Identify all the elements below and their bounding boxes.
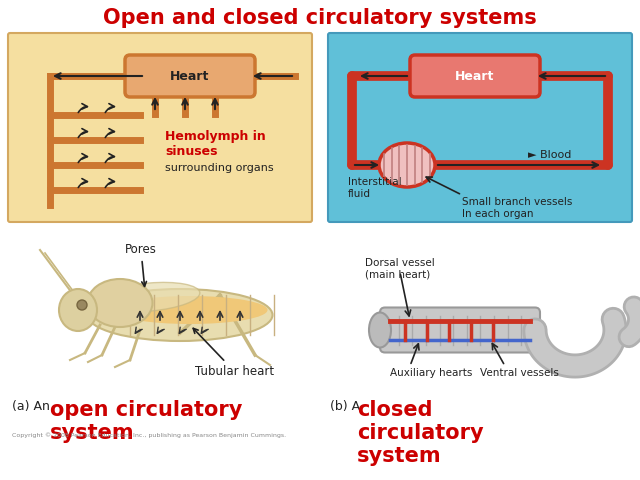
Ellipse shape — [88, 289, 273, 341]
Text: Open and closed circulatory systems: Open and closed circulatory systems — [103, 8, 537, 28]
Text: ► Blood: ► Blood — [528, 150, 572, 160]
Ellipse shape — [379, 143, 435, 187]
Text: (a) An: (a) An — [12, 400, 54, 413]
Text: open circulatory
system: open circulatory system — [50, 400, 243, 443]
Text: surrounding organs: surrounding organs — [165, 163, 274, 173]
Ellipse shape — [59, 289, 97, 331]
Text: Small branch vessels
In each organ: Small branch vessels In each organ — [462, 197, 572, 218]
Text: Interstitial
fluid: Interstitial fluid — [348, 177, 402, 199]
Ellipse shape — [88, 279, 152, 327]
Circle shape — [77, 300, 87, 310]
Text: Hemolymph in
sinuses: Hemolymph in sinuses — [165, 130, 266, 158]
Ellipse shape — [113, 296, 268, 324]
FancyBboxPatch shape — [328, 33, 632, 222]
Text: Tubular heart: Tubular heart — [193, 328, 274, 378]
Text: Copyright © 2008 Pearson Education, Inc., publishing as Pearson Benjamin Cumming: Copyright © 2008 Pearson Education, Inc.… — [12, 432, 286, 438]
FancyBboxPatch shape — [8, 33, 312, 222]
Text: Heart: Heart — [455, 70, 495, 83]
Text: closed
circulatory
system: closed circulatory system — [357, 400, 484, 467]
Text: (b) A: (b) A — [330, 400, 364, 413]
FancyBboxPatch shape — [380, 308, 540, 352]
Ellipse shape — [100, 282, 200, 312]
Text: Heart: Heart — [170, 70, 210, 83]
Ellipse shape — [369, 312, 391, 348]
Text: Dorsal vessel
(main heart): Dorsal vessel (main heart) — [365, 258, 435, 279]
FancyBboxPatch shape — [125, 55, 255, 97]
Text: Pores: Pores — [125, 243, 157, 287]
FancyBboxPatch shape — [410, 55, 540, 97]
Text: Ventral vessels: Ventral vessels — [480, 368, 559, 378]
Text: Auxiliary hearts: Auxiliary hearts — [390, 368, 472, 378]
